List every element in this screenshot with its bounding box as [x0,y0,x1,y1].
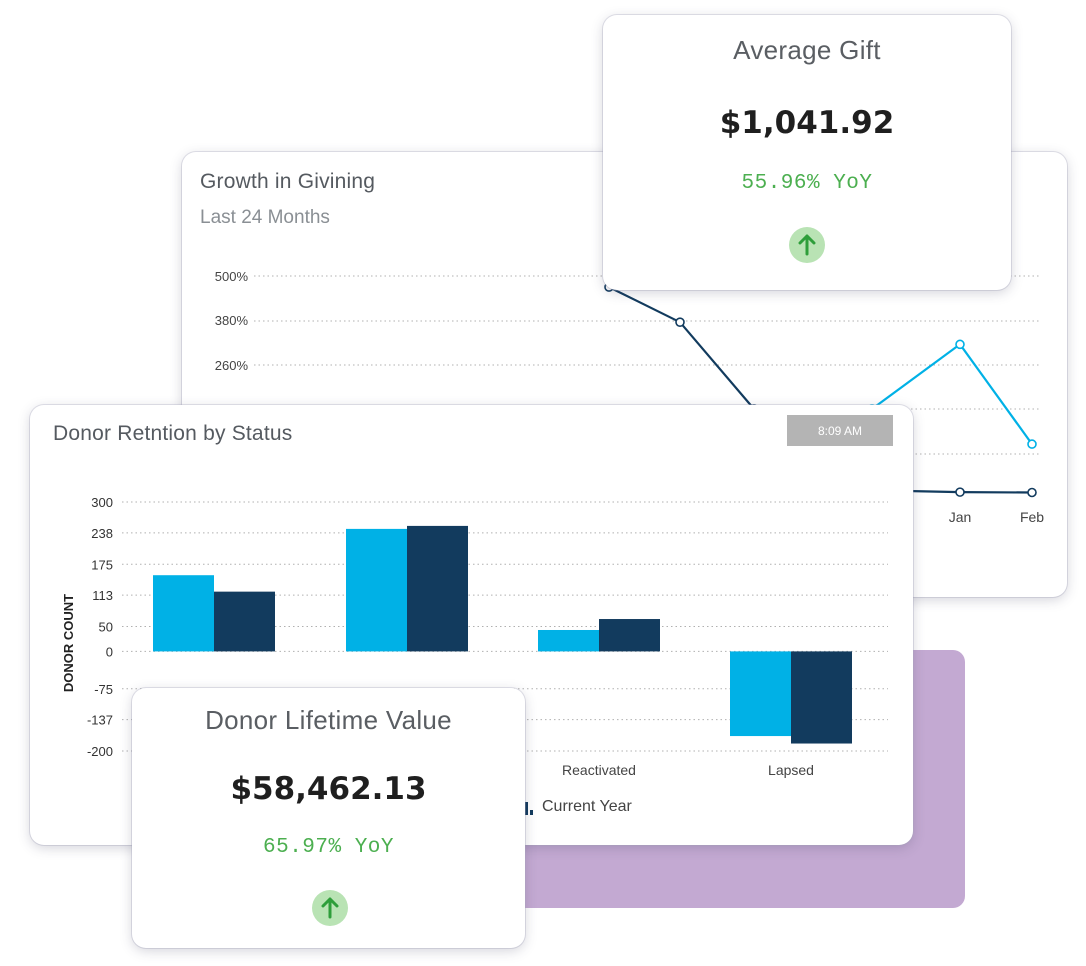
data-point [1027,439,1037,449]
lifetime-value-title: Donor Lifetime Value [205,705,452,735]
x-tick-label: Lapsed [768,762,814,778]
average-gift-card: Average Gift $1,041.92 55.96% YoY [603,15,1011,290]
bar-series-0 [346,528,407,652]
y-tick-label: 380% [215,313,249,328]
bar-series-0 [153,575,214,652]
arrow-up-icon [789,227,825,263]
bar-series-1 [407,525,468,652]
y-tick-label: 175 [91,557,113,572]
x-tick-label: Reactivated [562,762,636,778]
bar-series-1 [214,591,275,652]
y-axis-label: DONOR COUNT [61,594,76,692]
y-tick-label: 0 [106,644,113,659]
lifetime-value-yoy: 65.97% YoY [262,836,395,859]
bar-series-0 [538,629,599,652]
y-tick-label: 50 [99,620,113,635]
data-point [955,339,965,350]
growth-title: Growth in Givining [200,170,376,193]
average-gift-yoy: 55.96% YoY [741,172,873,195]
average-gift-value: $1,041.92 [719,105,895,141]
data-point [955,487,965,497]
x-tick-label: Feb [1020,509,1044,525]
bar-series-1 [599,619,660,652]
retention-bar-chart: DONOR COUNT 300 238 175 113 50 0 -75 -137 -200 Re… [61,495,888,778]
time-badge: 8:09 AM [787,415,893,446]
donor-lifetime-value-card: Donor Lifetime Value $58,462.13 65.97% Y… [132,688,525,948]
data-point [1027,487,1037,498]
lifetime-value-amount: $58,462.13 [230,771,427,807]
y-tick-label: 260% [215,358,249,373]
y-tick-label: -75 [94,682,113,697]
y-tick-label: 238 [91,526,113,541]
y-tick-label: -200 [87,744,113,759]
legend: Current Year [520,798,632,816]
bar-series-0 [730,651,791,737]
y-tick-label: 113 [92,588,113,603]
arrow-up-icon [312,890,348,926]
y-tick-label: 300 [91,495,113,510]
growth-subtitle: Last 24 Months [200,207,330,228]
average-gift-title: Average Gift [733,35,881,65]
x-tick-label: Jan [949,509,972,525]
legend-label-current-year: Current Year [542,798,632,815]
y-tick-label: -137 [87,713,113,728]
retention-title: Donor Retntion by Status [53,422,293,445]
bar-series-1 [791,651,852,744]
y-tick-label: 500% [215,269,249,284]
data-point [675,317,685,327]
